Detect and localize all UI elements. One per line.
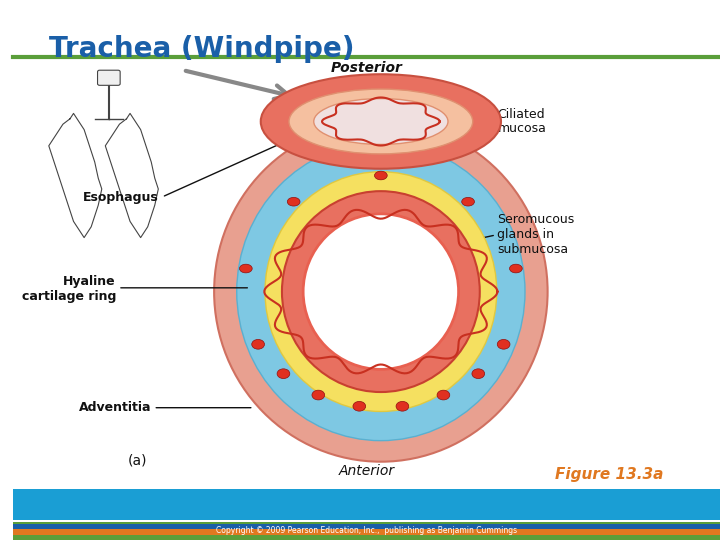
Ellipse shape <box>396 401 409 411</box>
Text: Copyright © 2009 Pearson Education, Inc.,  publishing as Benjamin Cummings: Copyright © 2009 Pearson Education, Inc.… <box>216 526 517 535</box>
Text: Posterior: Posterior <box>330 60 402 75</box>
Bar <box>14 524 720 529</box>
Text: Trachea (Windpipe): Trachea (Windpipe) <box>49 35 354 63</box>
Text: Anterior: Anterior <box>338 464 395 478</box>
Text: Ciliated
mucosa: Ciliated mucosa <box>498 107 546 136</box>
Ellipse shape <box>265 172 497 411</box>
Text: Seromucous
glands in
submucosa: Seromucous glands in submucosa <box>498 213 575 256</box>
Ellipse shape <box>462 198 474 206</box>
Ellipse shape <box>312 390 325 400</box>
Text: (a): (a) <box>127 453 147 467</box>
Ellipse shape <box>237 143 525 441</box>
Ellipse shape <box>240 264 252 273</box>
Ellipse shape <box>498 340 510 349</box>
Text: Hyaline
cartilage ring: Hyaline cartilage ring <box>22 275 116 303</box>
Bar <box>14 489 720 520</box>
Ellipse shape <box>374 171 387 180</box>
FancyBboxPatch shape <box>97 70 120 85</box>
Ellipse shape <box>261 74 501 168</box>
Bar <box>14 520 720 522</box>
Ellipse shape <box>214 122 548 462</box>
Bar <box>14 522 720 524</box>
Text: Esophagus: Esophagus <box>83 191 158 204</box>
Ellipse shape <box>252 340 264 349</box>
Ellipse shape <box>287 198 300 206</box>
Ellipse shape <box>277 369 290 379</box>
Text: Figure 13.3a: Figure 13.3a <box>555 467 663 482</box>
Bar <box>14 529 720 535</box>
Ellipse shape <box>289 89 473 154</box>
Ellipse shape <box>353 401 366 411</box>
Bar <box>14 535 720 540</box>
Text: Lumen  of
trachea: Lumen of trachea <box>323 288 397 316</box>
Text: Adventitia: Adventitia <box>78 401 151 414</box>
Ellipse shape <box>437 390 450 400</box>
Ellipse shape <box>314 98 448 144</box>
Ellipse shape <box>282 191 480 392</box>
Ellipse shape <box>472 369 485 379</box>
Ellipse shape <box>303 214 459 369</box>
Ellipse shape <box>510 264 522 273</box>
